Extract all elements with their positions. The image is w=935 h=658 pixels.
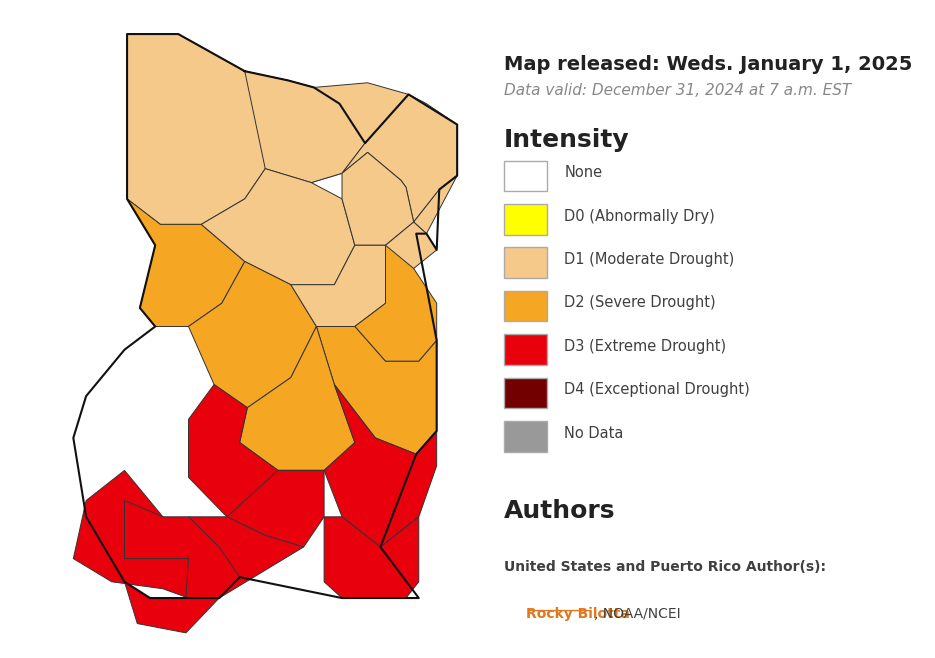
Polygon shape [413,176,457,234]
Polygon shape [342,153,413,245]
Polygon shape [227,470,324,547]
Polygon shape [189,261,316,408]
Polygon shape [342,94,457,222]
FancyBboxPatch shape [504,247,547,278]
Text: D2 (Severe Drought): D2 (Severe Drought) [565,295,716,311]
Polygon shape [381,222,437,268]
Text: D3 (Extreme Drought): D3 (Extreme Drought) [565,339,726,354]
Text: Authors: Authors [504,499,615,523]
Text: None: None [565,165,602,180]
Text: , NOAA/NCEI: , NOAA/NCEI [594,607,681,621]
FancyBboxPatch shape [504,161,547,191]
Polygon shape [354,245,437,361]
FancyBboxPatch shape [504,378,547,408]
Text: D1 (Moderate Drought): D1 (Moderate Drought) [565,252,735,267]
Polygon shape [127,199,245,326]
FancyBboxPatch shape [504,421,547,451]
Polygon shape [316,326,437,454]
FancyBboxPatch shape [504,334,547,365]
Polygon shape [291,245,385,326]
Polygon shape [239,326,354,470]
Text: No Data: No Data [565,426,624,441]
Text: D4 (Exceptional Drought): D4 (Exceptional Drought) [565,382,750,397]
Polygon shape [124,501,239,598]
FancyBboxPatch shape [504,204,547,235]
Text: Intensity: Intensity [504,128,630,152]
Polygon shape [189,384,324,517]
Text: Map released: Weds. January 1, 2025: Map released: Weds. January 1, 2025 [504,55,913,74]
Polygon shape [127,34,365,224]
Polygon shape [245,71,409,182]
Polygon shape [324,384,437,547]
Text: D0 (Abnormally Dry): D0 (Abnormally Dry) [565,209,715,224]
Text: United States and Puerto Rico Author(s):: United States and Puerto Rico Author(s): [504,559,827,574]
Polygon shape [73,470,189,598]
Polygon shape [201,168,354,285]
Text: Rocky Bilotta: Rocky Bilotta [525,607,629,621]
Polygon shape [324,517,419,598]
Polygon shape [124,582,219,633]
FancyBboxPatch shape [504,291,547,322]
Text: Data valid: December 31, 2024 at 7 a.m. EST: Data valid: December 31, 2024 at 7 a.m. … [504,84,852,98]
Polygon shape [163,517,304,598]
